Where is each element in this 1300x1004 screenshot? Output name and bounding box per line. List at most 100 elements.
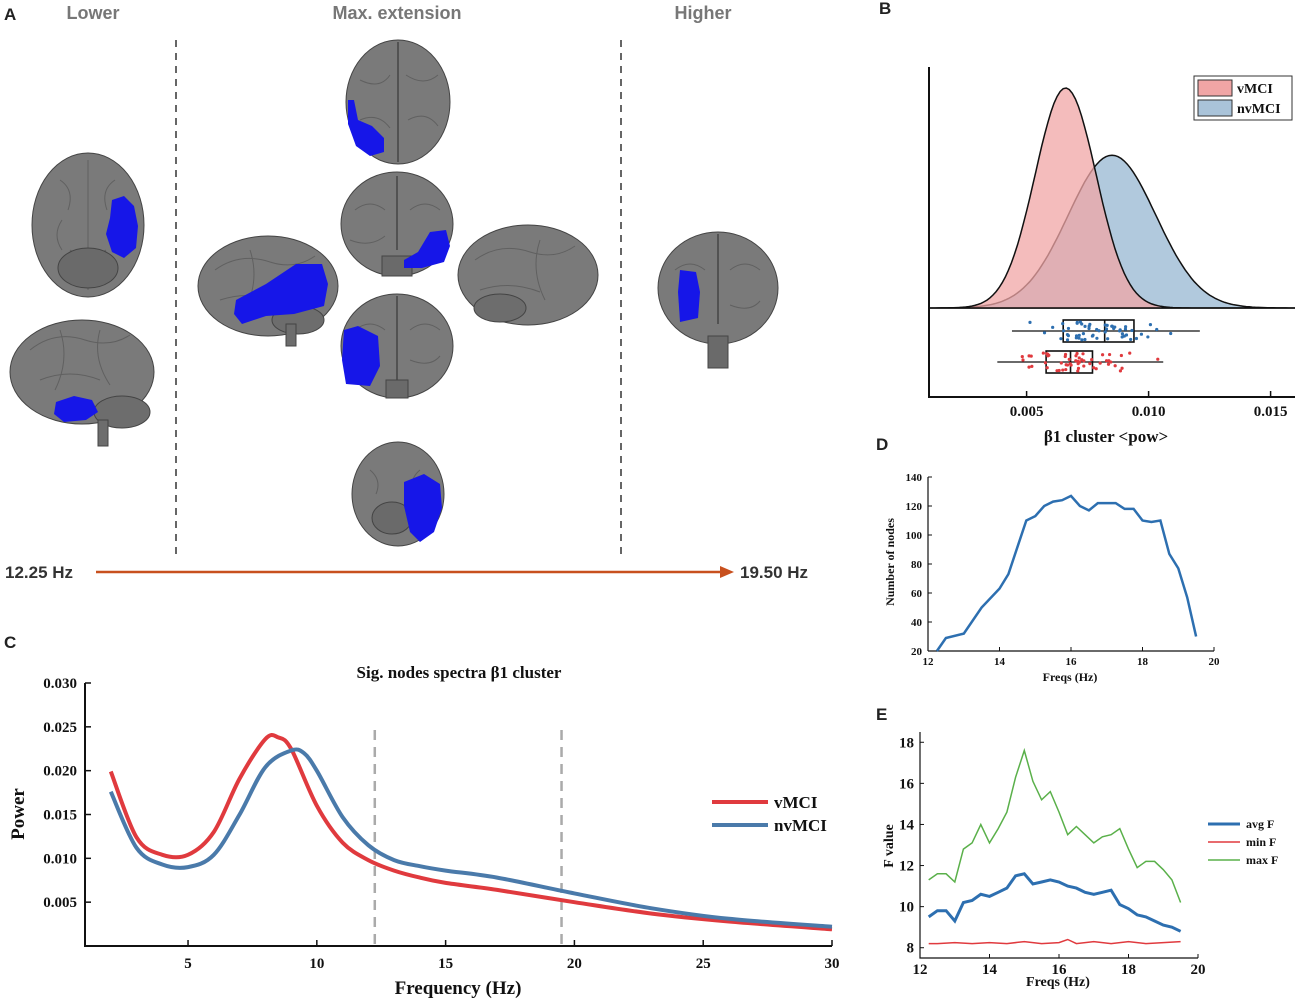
point-vmci xyxy=(1021,358,1025,362)
point-vmci xyxy=(1020,355,1024,359)
panel-d-xtick-label: 12 xyxy=(923,656,935,668)
point-vmci xyxy=(1057,368,1061,373)
brain-max-ventral xyxy=(351,441,445,547)
point-vmci xyxy=(1107,352,1112,357)
point-vmci xyxy=(1098,361,1102,365)
point-nvmci xyxy=(1134,336,1139,341)
point-nvmci xyxy=(1155,327,1159,332)
point-vmci xyxy=(1088,362,1092,366)
point-nvmci xyxy=(1146,335,1150,339)
point-vmci xyxy=(1067,357,1071,362)
panel-d-ytick-label: 120 xyxy=(906,501,923,513)
panel-c-xtick-label: 30 xyxy=(825,956,840,972)
panel-c-xtick-label: 25 xyxy=(696,956,711,972)
point-nvmci xyxy=(1028,320,1032,324)
panel-c-ytick-label: 0.005 xyxy=(43,895,77,911)
max-extension-label: Max. extension xyxy=(332,3,461,23)
panel-c-xtick-label: 10 xyxy=(309,956,324,972)
panel-d-ylabel: Number of nodes xyxy=(883,518,897,606)
point-nvmci xyxy=(1103,330,1107,334)
point-nvmci xyxy=(1097,329,1101,333)
point-vmci xyxy=(1092,366,1096,370)
point-nvmci xyxy=(1123,327,1128,331)
point-nvmci xyxy=(1077,333,1081,337)
point-vmci xyxy=(1076,369,1080,373)
point-vmci xyxy=(1041,351,1045,355)
point-nvmci xyxy=(1066,334,1070,338)
point-vmci xyxy=(1082,364,1086,368)
point-nvmci xyxy=(1080,338,1084,342)
point-vmci xyxy=(1045,366,1049,370)
point-vmci xyxy=(1100,353,1105,357)
panel-d-xlabel: Freqs (Hz) xyxy=(1043,670,1098,684)
panel-e-ytick-label: 18 xyxy=(899,735,914,751)
panel-c-ytick-label: 0.030 xyxy=(43,676,77,692)
panel-b-xlabel: β1 cluster <pow> xyxy=(1044,427,1168,446)
panel-c-xtick-label: 15 xyxy=(438,956,453,972)
panel-d-xtick-label: 20 xyxy=(1209,656,1221,668)
point-vmci xyxy=(1068,362,1072,366)
line-vmci xyxy=(108,733,833,932)
point-nvmci xyxy=(1065,338,1070,342)
point-vmci xyxy=(1077,356,1081,360)
point-nvmci xyxy=(1075,320,1079,324)
point-nvmci xyxy=(1095,327,1099,332)
panel-e-xtick-label: 18 xyxy=(1121,962,1136,978)
point-nvmci xyxy=(1139,332,1144,336)
point-nvmci xyxy=(1118,328,1122,332)
point-nvmci xyxy=(1081,332,1086,336)
panel-d-xtick-label: 16 xyxy=(1066,656,1078,668)
point-vmci xyxy=(1113,364,1117,368)
point-vmci xyxy=(1120,366,1124,370)
point-nvmci xyxy=(1106,337,1110,341)
panel-e-xtick-label: 20 xyxy=(1191,962,1206,978)
point-nvmci xyxy=(1083,337,1087,342)
panel-e-ytick-label: 14 xyxy=(899,817,915,833)
point-vmci xyxy=(1064,367,1068,372)
point-vmci xyxy=(1156,357,1160,361)
panel-b-axes xyxy=(928,67,1295,398)
panel-c-ytick-label: 0.010 xyxy=(43,851,77,867)
line-avg-f xyxy=(927,872,1182,933)
point-nvmci xyxy=(1042,331,1047,335)
point-nvmci xyxy=(1110,324,1114,328)
point-vmci xyxy=(1128,351,1132,355)
higher-label: Higher xyxy=(674,3,731,23)
brain-max-posterior xyxy=(340,293,454,399)
panel-d-ytick-label: 20 xyxy=(911,646,923,658)
line-max-f xyxy=(928,747,1182,903)
lower-label: Lower xyxy=(66,3,119,23)
panel-e-xtick-label: 12 xyxy=(913,962,928,978)
panel-e-ytick-label: 12 xyxy=(899,859,914,875)
brain-max-lateral-right xyxy=(457,224,599,326)
point-nvmci xyxy=(1080,322,1084,326)
point-nvmci xyxy=(1148,323,1153,327)
point-vmci xyxy=(1081,352,1085,356)
panel-letter-c: C xyxy=(4,633,16,652)
line-min-f xyxy=(928,938,1181,945)
point-nvmci xyxy=(1083,324,1087,328)
panel-c-xlabel: Frequency (Hz) xyxy=(395,978,522,999)
panel-c-xtick-label: 5 xyxy=(184,956,192,972)
line-nvmci xyxy=(108,747,833,929)
point-vmci xyxy=(1107,359,1111,363)
legend-text-min-f: min F xyxy=(1246,835,1276,849)
panel-b-xtick-label: 0.010 xyxy=(1132,404,1166,420)
point-vmci xyxy=(1090,358,1094,362)
panel-e-ytick-label: 8 xyxy=(907,941,915,957)
panel-b-density: 0.005 0.010 0.015 β1 cluster <pow> vMCI nv… xyxy=(928,67,1295,446)
panel-c-ytick-label: 0.020 xyxy=(43,764,77,780)
point-nvmci xyxy=(1066,326,1071,331)
point-nvmci xyxy=(1051,325,1055,329)
legend-text-max-f: max F xyxy=(1246,853,1278,867)
point-nvmci xyxy=(1103,323,1107,327)
panel-letter-a: A xyxy=(4,5,16,24)
point-nvmci xyxy=(1091,333,1095,337)
point-vmci xyxy=(1064,363,1068,367)
panel-c-title: Sig. nodes spectra β1 cluster xyxy=(357,663,562,682)
point-vmci xyxy=(1076,366,1081,370)
point-nvmci xyxy=(1074,334,1079,338)
freq-start-label: 12.25 Hz xyxy=(5,563,73,582)
panel-d-ytick-label: 100 xyxy=(906,530,923,542)
point-nvmci xyxy=(1062,329,1066,333)
